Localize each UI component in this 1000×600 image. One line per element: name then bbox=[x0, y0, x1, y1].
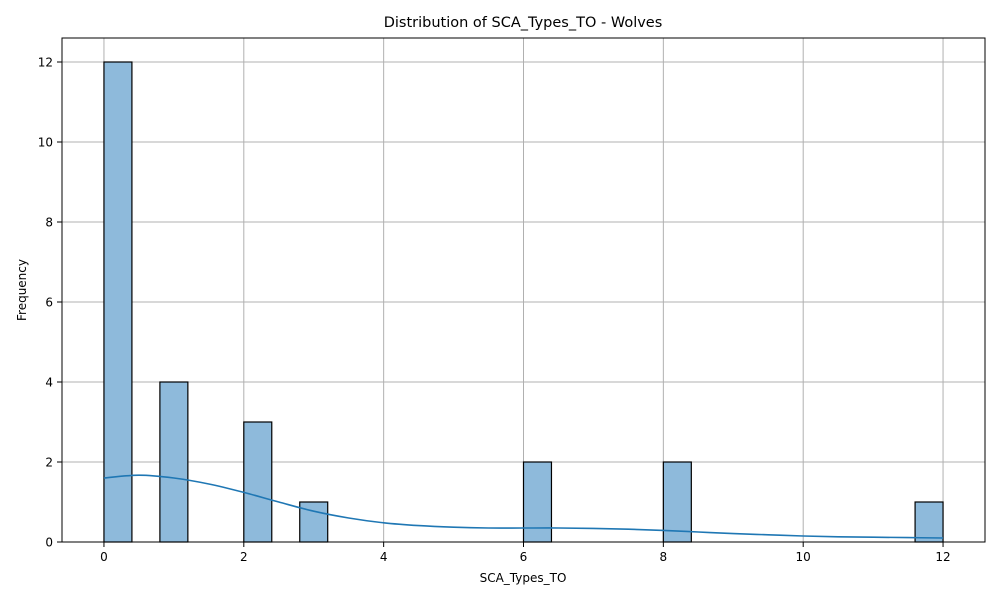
histogram-bar bbox=[159, 381, 189, 543]
y-tick-label: 10 bbox=[38, 136, 53, 150]
x-tick-label: 8 bbox=[660, 550, 668, 564]
axes: 0 2 4 6 8 10 12 0 2 4 6 8 10 12 bbox=[38, 37, 986, 564]
bars bbox=[103, 61, 944, 543]
y-tick-label: 8 bbox=[45, 216, 53, 230]
chart-title: Distribution of SCA_Types_TO - Wolves bbox=[384, 15, 663, 31]
x-tick-label: 2 bbox=[240, 550, 248, 564]
histogram-bar bbox=[662, 461, 692, 543]
kde-curve-layer bbox=[103, 474, 944, 539]
histogram-bar bbox=[243, 421, 273, 543]
y-tick-label: 2 bbox=[45, 456, 53, 470]
x-tick-label: 6 bbox=[520, 550, 528, 564]
x-axis-label: SCA_Types_TO bbox=[480, 571, 567, 585]
y-tick-label: 12 bbox=[38, 56, 53, 70]
x-tick-label: 0 bbox=[100, 550, 108, 564]
histogram-bar bbox=[914, 501, 944, 543]
y-axis-label: Frequency bbox=[15, 259, 29, 321]
y-tick-label: 0 bbox=[45, 536, 53, 550]
grid bbox=[62, 38, 985, 543]
histogram-bar bbox=[522, 461, 553, 543]
kde-curve bbox=[103, 474, 944, 539]
histogram-bar bbox=[103, 61, 133, 543]
y-tick-label: 6 bbox=[45, 296, 53, 310]
y-tick-label: 4 bbox=[45, 376, 53, 390]
x-tick-label: 4 bbox=[380, 550, 388, 564]
x-tick-label: 10 bbox=[796, 550, 811, 564]
x-tick-label: 12 bbox=[935, 550, 950, 564]
